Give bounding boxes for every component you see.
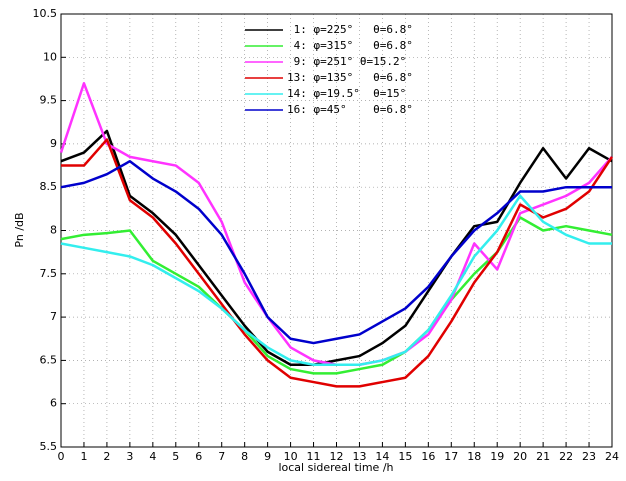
series-line [60,159,612,345]
y-tick-label: 7.5 [40,267,58,280]
y-tick-label: 5.5 [40,440,58,453]
y-tick-label: 8 [50,224,57,237]
x-tick-label: 9 [264,450,271,463]
y-tick-label: 7 [50,310,57,323]
series-line [60,194,612,366]
x-tick-label: 8 [241,450,248,463]
x-tick-label: 0 [58,450,65,463]
series-line [60,129,613,366]
legend-label: 1: φ=225° θ=6.8° [287,23,413,36]
x-tick-label: 24 [605,450,619,463]
y-axis-label: Pn /dB [13,212,26,247]
x-tick-label: 19 [490,450,504,463]
y-tick-label: 10.5 [33,7,58,20]
legend-label: 13: φ=135° θ=6.8° [287,71,413,84]
x-tick-label: 18 [467,450,481,463]
y-tick-label: 8.5 [40,180,58,193]
x-tick-label: 21 [536,450,550,463]
y-tick-label: 6 [50,397,57,410]
x-tick-label: 1 [80,450,87,463]
y-tick-label: 10 [43,50,57,63]
x-tick-label: 11 [307,450,321,463]
legend-label: 16: φ=45° θ=6.8° [287,103,413,116]
y-tick-label: 9 [50,137,57,150]
x-tick-label: 5 [172,450,179,463]
legend-label: 9: φ=251° θ=15.2° [287,55,406,68]
plot-frame [60,13,613,448]
x-tick-label: 13 [352,450,366,463]
x-tick-label: 7 [218,450,225,463]
x-tick-label: 14 [375,450,389,463]
series-line [60,216,613,375]
legend-label: 14: φ=19.5° θ=15° [287,87,406,100]
y-tick-label: 6.5 [40,353,58,366]
x-tick-label: 3 [126,450,133,463]
x-tick-label: 2 [103,450,110,463]
x-tick-label: 4 [149,450,156,463]
x-tick-label: 6 [195,450,202,463]
x-tick-label: 12 [330,450,344,463]
x-tick-label: 10 [284,450,298,463]
x-tick-label: 17 [444,450,458,463]
x-tick-label: 22 [559,450,573,463]
x-tick-label: 16 [421,450,435,463]
series-line [61,138,614,388]
x-tick-label: 15 [398,450,412,463]
x-axis-label: local sidereal time /h [278,461,393,474]
legend-label: 4: φ=315° θ=6.8° [287,39,413,52]
x-tick-label: 23 [582,450,596,463]
x-tick-label: 20 [513,450,527,463]
y-tick-label: 9.5 [40,94,58,107]
